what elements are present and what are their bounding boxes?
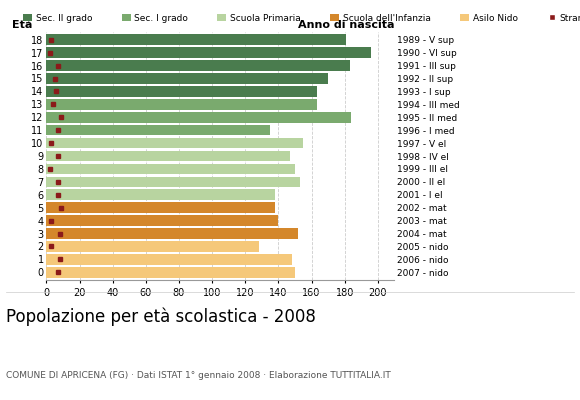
Bar [46, 190, 275, 200]
Bar [46, 202, 275, 213]
Bar [46, 99, 317, 110]
Bar [46, 151, 290, 161]
Bar [46, 164, 295, 174]
Bar [46, 34, 346, 45]
Legend: Sec. II grado, Sec. I grado, Scuola Primaria, Scuola dell'Infanzia, Asilo Nido, : Sec. II grado, Sec. I grado, Scuola Prim… [23, 14, 580, 22]
Text: COMUNE DI APRICENA (FG) · Dati ISTAT 1° gennaio 2008 · Elaborazione TUTTITALIA.I: COMUNE DI APRICENA (FG) · Dati ISTAT 1° … [6, 371, 390, 380]
Bar [46, 254, 292, 265]
Bar [46, 73, 328, 84]
Text: Popolazione per età scolastica - 2008: Popolazione per età scolastica - 2008 [6, 308, 316, 326]
Bar [46, 138, 303, 148]
Bar [46, 176, 300, 187]
Text: Anno di nascita: Anno di nascita [298, 20, 394, 30]
Bar [46, 228, 298, 239]
Text: Età: Età [12, 20, 32, 30]
Bar [46, 125, 270, 136]
Bar [46, 241, 259, 252]
Bar [46, 267, 295, 278]
Bar [46, 112, 351, 122]
Bar [46, 60, 350, 71]
Bar [46, 215, 278, 226]
Bar [46, 86, 317, 97]
Bar [46, 47, 371, 58]
